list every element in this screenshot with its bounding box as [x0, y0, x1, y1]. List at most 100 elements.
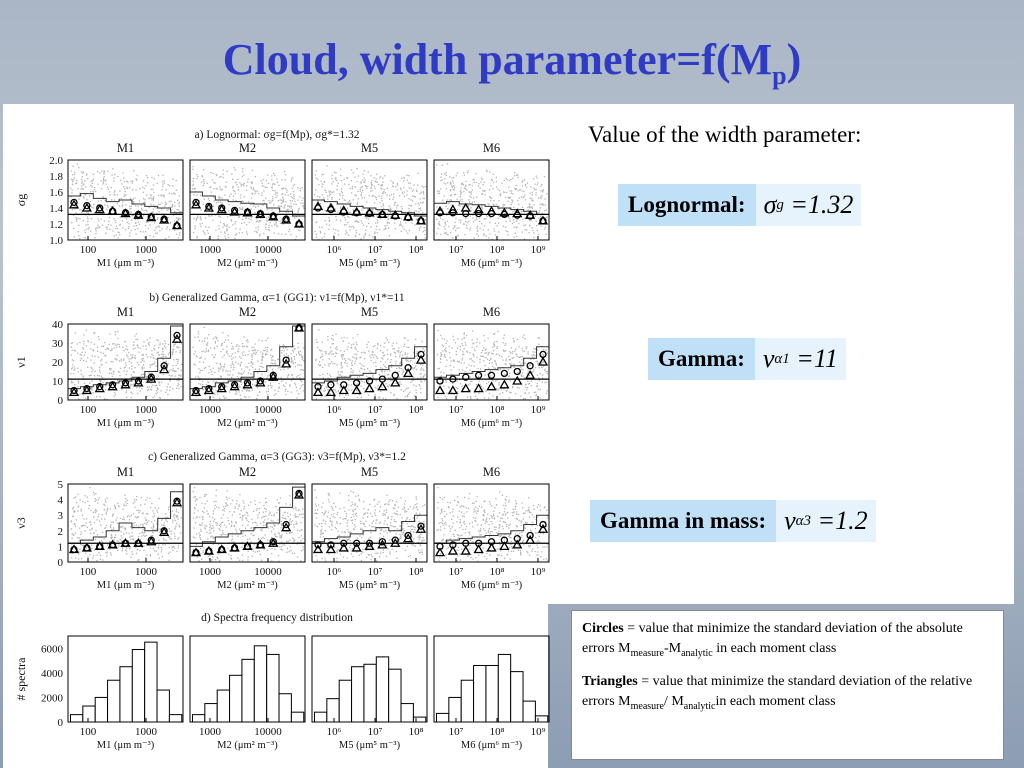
scatter-point: [282, 384, 285, 386]
scatter-point: [318, 226, 321, 228]
scatter-point: [143, 534, 145, 536]
scatter-point: [354, 346, 356, 348]
scatter-point: [146, 389, 149, 391]
scatter-point: [486, 215, 488, 217]
scatter-point: [544, 368, 546, 370]
scatter-point: [243, 174, 245, 176]
scatter-point: [360, 379, 362, 381]
scatter-point: [454, 225, 456, 227]
scatter-point: [525, 348, 527, 350]
scatter-point: [449, 190, 452, 192]
scatter-point: [529, 224, 531, 226]
scatter-point: [177, 358, 179, 361]
scatter-point: [511, 387, 514, 389]
scatter-point: [275, 221, 277, 223]
scatter-point: [440, 375, 442, 377]
scatter-point: [86, 228, 88, 230]
scatter-point: [226, 498, 228, 500]
scatter-point: [374, 180, 376, 182]
scatter-point: [112, 373, 114, 375]
scatter-point: [210, 171, 212, 174]
scatter-point: [336, 352, 338, 355]
scatter-point: [441, 173, 443, 175]
scatter-point: [258, 540, 260, 542]
scatter-point: [399, 187, 402, 189]
scatter-point: [131, 357, 133, 359]
scatter-point: [140, 361, 142, 363]
scatter-point: [541, 353, 543, 356]
scatter-point: [544, 204, 546, 206]
scatter-point: [481, 205, 483, 208]
scatter-point: [100, 351, 102, 354]
scatter-point: [125, 345, 128, 347]
scatter-point: [510, 347, 512, 349]
scatter-point: [152, 510, 154, 512]
y-tick-label: 5: [58, 479, 64, 491]
scatter-point: [238, 391, 240, 393]
scatter-point: [86, 526, 88, 529]
circle-marker: [256, 209, 265, 218]
scatter-point: [471, 189, 473, 191]
scatter-point: [371, 189, 373, 192]
scatter-point: [267, 337, 269, 339]
y-tick-label: 2.0: [49, 155, 63, 167]
scatter-point: [481, 355, 483, 357]
scatter-point: [268, 226, 270, 228]
scatter-point: [283, 206, 285, 208]
scatter-point: [157, 388, 159, 390]
scatter-point: [466, 227, 468, 229]
scatter-point: [337, 182, 339, 184]
scatter-point: [73, 369, 75, 371]
scatter-point: [546, 390, 548, 392]
scatter-point: [324, 388, 326, 390]
scatter-point: [359, 370, 361, 372]
scatter-point: [125, 391, 127, 394]
scatter-point: [247, 550, 249, 553]
scatter-point: [531, 354, 533, 357]
scatter-point: [111, 546, 113, 548]
scatter-point: [172, 549, 174, 551]
x-tick-label: 1000: [135, 404, 158, 416]
scatter-point: [148, 372, 150, 374]
scatter-point: [226, 504, 228, 506]
scatter-point: [495, 203, 497, 205]
circle-marker: [436, 209, 444, 217]
circle-marker: [218, 204, 226, 212]
scatter-point: [535, 194, 537, 196]
scatter-point: [379, 350, 382, 352]
scatter-point: [482, 229, 484, 231]
scatter-point: [410, 205, 412, 207]
scatter-point: [219, 221, 222, 223]
scatter-point: [161, 524, 163, 526]
scatter-point: [139, 510, 141, 512]
y-tick-label: 4: [58, 495, 64, 507]
scatter-point: [288, 228, 291, 231]
scatter-point: [74, 532, 77, 534]
scatter-point: [213, 356, 216, 358]
scatter-point: [220, 526, 222, 528]
scatter-point: [496, 340, 498, 343]
scatter-point: [315, 177, 317, 179]
scatter-point: [146, 339, 148, 341]
scatter-point: [125, 390, 128, 392]
scatter-point: [495, 181, 497, 183]
scatter-point: [71, 367, 73, 369]
scatter-point: [327, 353, 330, 355]
scatter-point: [208, 515, 211, 518]
scatter-point: [223, 397, 226, 399]
scatter-point: [466, 351, 468, 353]
triangle-marker: [473, 383, 484, 393]
triangle-marker: [94, 383, 105, 393]
scatter-point: [212, 205, 214, 207]
scatter-point: [178, 387, 180, 390]
scatter-point: [348, 211, 350, 213]
scatter-point: [419, 207, 422, 209]
scatter-point: [491, 238, 493, 240]
scatter-point: [102, 181, 105, 184]
scatter-point: [388, 222, 390, 224]
scatter-point: [171, 547, 173, 549]
scatter-point: [329, 374, 331, 376]
scatter-point: [157, 217, 159, 219]
scatter-point: [421, 185, 423, 187]
